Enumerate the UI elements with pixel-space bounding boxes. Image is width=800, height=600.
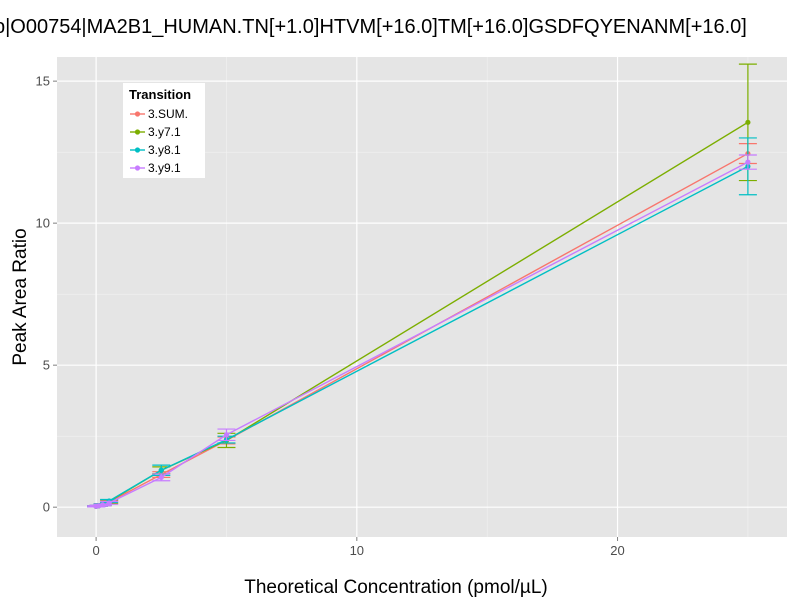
data-point xyxy=(158,474,164,480)
x-tick-label: 0 xyxy=(92,543,99,558)
data-point xyxy=(745,119,751,125)
x-tick-label: 20 xyxy=(610,543,624,558)
legend-item: 3.SUM. xyxy=(130,107,188,121)
data-point xyxy=(106,500,112,506)
y-tick-label: 5 xyxy=(43,358,50,373)
legend-label: 3.y7.1 xyxy=(148,125,181,139)
legend-item: 3.y7.1 xyxy=(130,125,181,139)
legend-label: 3.SUM. xyxy=(148,107,188,121)
y-tick-label: 10 xyxy=(36,216,50,231)
legend: Transition 3.SUM. 3.y7.1 3.y8.1 3.y9.1 xyxy=(123,83,205,178)
y-tick-label: 0 xyxy=(43,500,50,515)
legend-key-point xyxy=(134,147,141,153)
y-tick-label: 15 xyxy=(36,74,50,89)
legend-key-point xyxy=(134,165,141,171)
series-3-y9-1 xyxy=(87,154,757,509)
y-axis: 0 5 10 15 xyxy=(36,74,57,515)
legend-item: 3.y8.1 xyxy=(130,143,181,157)
legend-label: 3.y9.1 xyxy=(148,161,181,175)
legend-label: 3.y8.1 xyxy=(148,143,181,157)
legend-key-point xyxy=(134,129,141,135)
data-point xyxy=(745,159,751,165)
x-axis-title: Theoretical Concentration (pmol/µL) xyxy=(244,577,547,598)
legend-key-point xyxy=(134,111,141,117)
data-point xyxy=(158,467,164,473)
legend-item: 3.y9.1 xyxy=(130,161,181,175)
grid-major xyxy=(57,57,787,537)
x-axis: 0 10 20 xyxy=(92,537,625,558)
x-tick-label: 10 xyxy=(350,543,364,558)
data-point xyxy=(223,432,230,438)
chart-title: Peptide: sp|O00754|MA2B1_HUMAN.TN[+1.0]H… xyxy=(0,16,747,38)
legend-items: 3.SUM. 3.y7.1 3.y8.1 3.y9.1 xyxy=(130,107,188,175)
legend-title: Transition xyxy=(129,87,191,102)
y-axis-title: Peak Area Ratio xyxy=(10,228,31,365)
series-layer xyxy=(87,63,757,509)
